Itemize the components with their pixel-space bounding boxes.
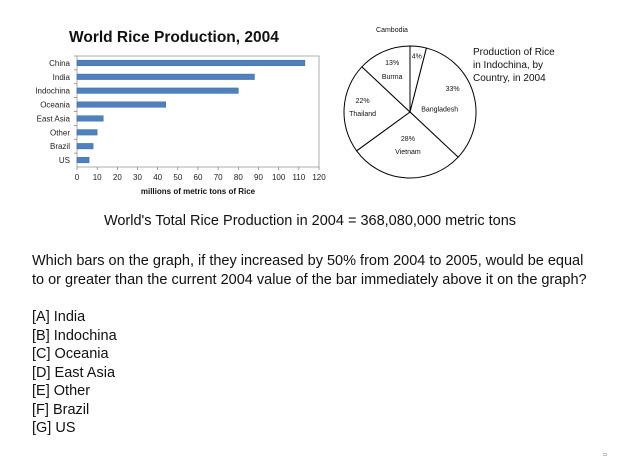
pie-label: Thailand — [349, 111, 376, 118]
option-f: [F] Brazil — [32, 401, 90, 418]
bar-china — [76, 59, 306, 66]
x-tick-label: 80 — [234, 173, 243, 182]
bar-east-asia — [76, 115, 104, 122]
category-label: Indochina — [35, 87, 70, 96]
category-label: Brazil — [50, 142, 70, 151]
total-production-statement: World's Total Rice Production in 2004 = … — [103, 213, 517, 229]
bar-oceania — [76, 101, 166, 108]
bar-us — [76, 157, 90, 164]
option-g: [G] US — [32, 420, 76, 436]
corner-mark: ▫ — [603, 451, 608, 458]
x-tick-label: 120 — [312, 173, 326, 182]
bar-indochina — [76, 87, 239, 94]
pie-label: Cambodia — [376, 27, 408, 34]
x-tick-label: 70 — [214, 173, 223, 182]
x-tick-label: 50 — [173, 173, 182, 182]
answer-options: [A] India [B] Indochina [C] Oceania [D] … — [32, 308, 117, 438]
option-b: [B] Indochina — [32, 327, 117, 344]
pie-label: Vietnam — [395, 149, 421, 156]
pie-slice-vietnam — [355, 111, 459, 179]
option-c: [C] Oceania — [32, 346, 109, 362]
x-tick-label: 30 — [133, 173, 142, 182]
x-tick-label: 40 — [153, 173, 162, 182]
pie-value-label: 13% — [385, 60, 399, 67]
bar-other — [76, 129, 98, 136]
x-tick-label: 90 — [254, 173, 263, 182]
category-label: Other — [50, 128, 70, 137]
bar-chart-title: World Rice Production, 2004 — [69, 29, 279, 46]
pie-value-label: 28% — [401, 136, 415, 143]
category-label: China — [49, 59, 70, 68]
category-label: East Asia — [37, 114, 71, 123]
category-label: Oceania — [40, 101, 70, 110]
x-tick-label: 110 — [292, 173, 305, 182]
x-tick-label: 60 — [194, 173, 203, 182]
pie-slice-bangladesh — [409, 47, 477, 158]
x-tick-label: 10 — [93, 173, 102, 182]
x-tick-label: 20 — [113, 173, 122, 182]
pie-value-label: 22% — [356, 98, 370, 105]
category-label: US — [59, 156, 70, 165]
pie-title-line: Country, in 2004 — [473, 73, 546, 84]
question-text: Which bars on the graph, if they increas… — [32, 253, 587, 288]
category-label: India — [53, 73, 71, 82]
option-e: [E] Other — [32, 383, 91, 399]
pie-title-line: Production of Rice — [473, 47, 555, 58]
option-d: [D] East Asia — [32, 364, 116, 381]
pie-slice-thailand — [343, 66, 411, 152]
bar-brazil — [76, 143, 94, 150]
x-tick-label: 100 — [272, 173, 286, 182]
pie-slice-burma — [361, 45, 411, 114]
pie-chart: Cambodia 4% Bangladesh 33% Vietnam 28% Thailan… — [343, 27, 558, 179]
plot-frame — [76, 55, 320, 168]
bar-chart-xlabel: millions of metric tons of Rice — [141, 187, 256, 196]
pie-label: Burma — [382, 74, 403, 81]
pie-title-line: in Indochina, by — [473, 60, 543, 71]
pie-label: Bangladesh — [421, 106, 458, 113]
pie-value-label: 4% — [412, 53, 422, 60]
bar-india — [76, 73, 255, 80]
option-a: [A] India — [32, 309, 86, 325]
x-tick-label: 0 — [75, 173, 80, 182]
pie-value-label: 33% — [446, 86, 460, 93]
pie-chart-title: Production of Rice in Indochina, by Coun… — [473, 47, 558, 84]
bar-chart: World Rice Production, 2004 0 10 20 30 40 50 6… — [35, 29, 326, 196]
